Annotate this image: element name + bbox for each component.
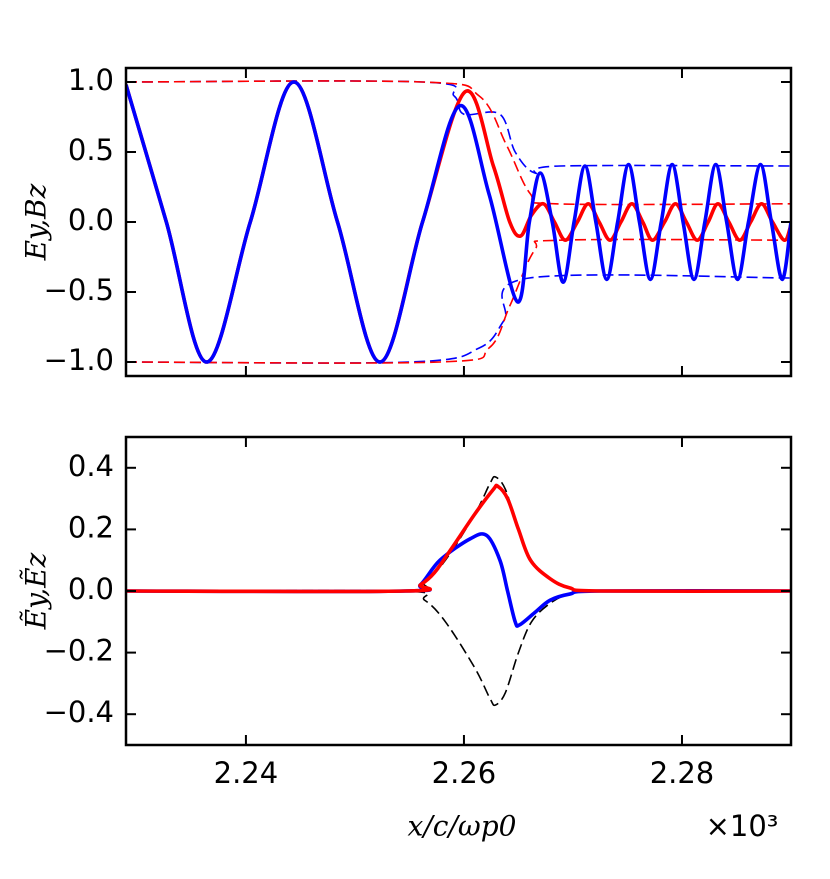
dashed-line	[126, 589, 791, 707]
y-tick-label: 1.0	[68, 63, 114, 97]
offset-label: ×10³	[706, 809, 779, 843]
dashed-line	[126, 80, 791, 206]
y-tick-label: 0.0	[68, 572, 114, 606]
x-axis-label: x/c/ωp0	[408, 810, 517, 843]
y-tick-label: −0.5	[44, 273, 114, 307]
y-axis-label: Ey,Bz	[20, 183, 53, 261]
y-axis-label: Ẽy,Ẽz	[20, 552, 53, 630]
dashed-line	[126, 475, 791, 593]
y-tick-label: 0.2	[68, 510, 114, 544]
dashed-line	[126, 238, 791, 364]
axes-frame	[124, 66, 793, 378]
axes-frame	[124, 435, 793, 747]
y-tick-label: −0.4	[44, 695, 114, 729]
y-tick-label: −0.2	[44, 634, 114, 668]
dashed-line	[126, 80, 791, 175]
x-tick-label: 2.26	[432, 756, 497, 790]
x-tick-label: 2.28	[650, 756, 715, 790]
y-tick-label: 0.0	[68, 203, 114, 237]
y-tick-label: 0.4	[68, 449, 114, 483]
dashed-line	[126, 274, 791, 364]
y-tick-label: −1.0	[44, 343, 114, 377]
line	[126, 532, 791, 628]
line	[126, 80, 791, 364]
line	[126, 483, 791, 594]
x-tick-label: 2.24	[214, 756, 279, 790]
y-tick-label: 0.5	[68, 133, 114, 167]
